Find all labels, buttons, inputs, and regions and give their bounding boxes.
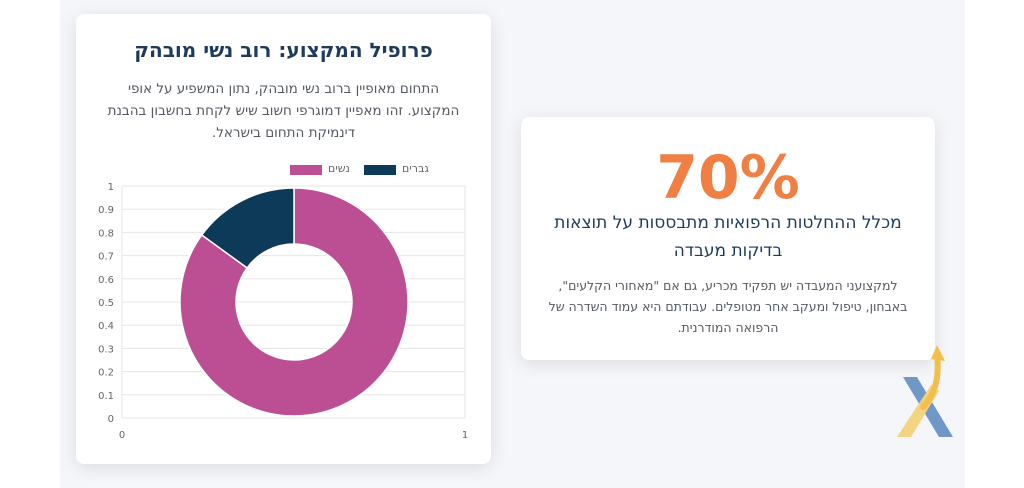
y-tick-label: 0.8 [98,228,114,239]
y-tick-label: 1 [108,182,114,193]
legend-item-women[interactable]: נשים [290,162,350,178]
y-tick-label: 0.4 [98,321,114,332]
y-tick-label: 0.5 [98,298,114,309]
y-tick-label: 0.9 [98,205,114,216]
gender-profile-card: פרופיל המקצוע: רוב נשי מובהק התחום מאופי… [76,14,491,464]
stat-headline: מכלל ההחלטות הרפואיות מתבססות על תוצאות … [554,213,902,261]
chart-legend: נשים גברים [216,162,429,178]
legend-swatch-women [290,165,322,175]
legend-swatch-men [364,165,396,175]
y-tick-label: 0.3 [98,344,114,355]
lab-decisions-stat-card: 70% מכלל ההחלטות הרפואיות מתבססות על תוצ… [521,117,935,360]
legend-label-men: גברים [402,162,429,175]
y-tick-label: 0 [108,414,114,425]
x-tick-label: 0 [119,430,125,441]
x-arrow-logo-icon [897,345,953,437]
legend-label-women: נשים [328,162,350,175]
card-title: פרופיל המקצוע: רוב נשי מובהק [134,38,433,62]
slice-women [179,187,409,417]
stat-body: למקצועני המעבדה יש תפקיד מכריע, גם אם "מ… [548,278,908,335]
chart-slices [179,187,409,417]
y-tick-label: 0.2 [98,368,114,379]
legend-item-men[interactable]: גברים [364,162,434,178]
card-description: התחום מאופיין ברוב נשי מובהק, נתון המשפי… [107,81,460,141]
x-tick-label: 1 [462,430,468,441]
slice-men [200,187,295,269]
stat-value: 70% [656,143,800,213]
y-axis-ticks: 0 0.1 0.2 0.3 0.4 0.5 0.6 0.7 0.8 0.9 1 [98,182,114,425]
y-tick-label: 0.1 [98,391,114,402]
y-tick-label: 0.7 [98,252,114,263]
y-tick-label: 0.6 [98,275,114,286]
